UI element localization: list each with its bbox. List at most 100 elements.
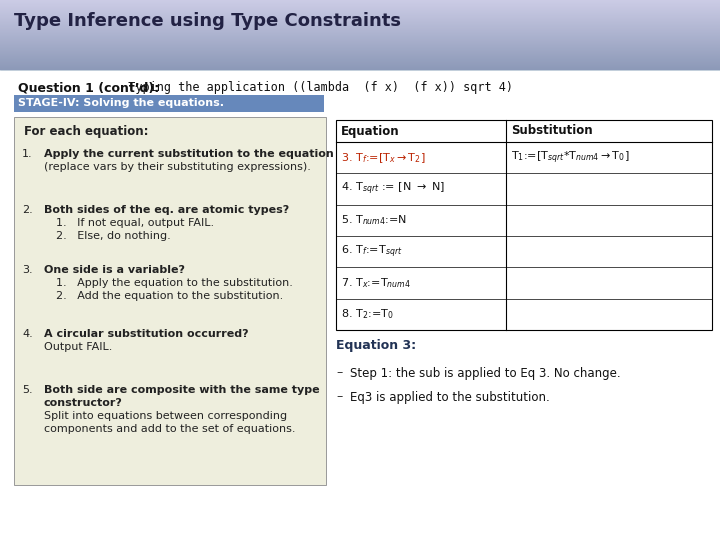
Bar bbox=[0, 56, 720, 57]
Bar bbox=[0, 68, 720, 69]
Bar bbox=[0, 47, 720, 48]
Text: (replace vars by their substituting expressions).: (replace vars by their substituting expr… bbox=[44, 162, 311, 172]
Text: 7. T$_x$:=T$_{num4}$: 7. T$_x$:=T$_{num4}$ bbox=[341, 276, 411, 290]
Text: Typing the application ((lambda  (f x)  (f x)) sqrt 4): Typing the application ((lambda (f x) (f… bbox=[114, 82, 513, 94]
Bar bbox=[0, 43, 720, 44]
Bar bbox=[0, 8, 720, 9]
Bar bbox=[0, 58, 720, 59]
Bar bbox=[0, 21, 720, 22]
Text: 8. T$_2$:=T$_0$: 8. T$_2$:=T$_0$ bbox=[341, 307, 394, 321]
Bar bbox=[0, 22, 720, 23]
Bar bbox=[0, 35, 720, 36]
Bar bbox=[0, 54, 720, 55]
Bar bbox=[0, 29, 720, 30]
Bar bbox=[0, 61, 720, 62]
Bar bbox=[0, 27, 720, 28]
Bar bbox=[0, 24, 720, 25]
Bar bbox=[0, 19, 720, 20]
Bar bbox=[0, 39, 720, 40]
Bar bbox=[0, 55, 720, 56]
Text: A circular substitution occurred?: A circular substitution occurred? bbox=[44, 329, 248, 339]
Bar bbox=[0, 15, 720, 16]
Bar bbox=[0, 4, 720, 5]
Text: 5.: 5. bbox=[22, 385, 32, 395]
Text: components and add to the set of equations.: components and add to the set of equatio… bbox=[44, 424, 295, 434]
Bar bbox=[0, 36, 720, 37]
Bar bbox=[0, 7, 720, 8]
Text: Apply the current substitution to the equation: Apply the current substitution to the eq… bbox=[44, 149, 334, 159]
Bar bbox=[0, 52, 720, 53]
Text: –: – bbox=[336, 367, 342, 380]
Text: constructor?: constructor? bbox=[44, 398, 123, 408]
Text: For each equation:: For each equation: bbox=[24, 125, 148, 138]
Text: 1.: 1. bbox=[22, 149, 32, 159]
Bar bbox=[0, 33, 720, 34]
Text: 1.   If not equal, output FAIL.: 1. If not equal, output FAIL. bbox=[56, 218, 214, 228]
Text: 4. T$_{sqrt}$ := [N $\rightarrow$ N]: 4. T$_{sqrt}$ := [N $\rightarrow$ N] bbox=[341, 181, 445, 197]
Text: Split into equations between corresponding: Split into equations between correspondi… bbox=[44, 411, 287, 421]
Text: 2.   Add the equation to the substitution.: 2. Add the equation to the substitution. bbox=[56, 291, 283, 301]
Text: Output FAIL.: Output FAIL. bbox=[44, 342, 112, 352]
Text: 1.   Apply the equation to the substitution.: 1. Apply the equation to the substitutio… bbox=[56, 278, 293, 288]
Bar bbox=[0, 70, 720, 540]
Text: 3.: 3. bbox=[22, 265, 32, 275]
Text: One side is a variable?: One side is a variable? bbox=[44, 265, 185, 275]
Bar bbox=[0, 23, 720, 24]
Bar bbox=[0, 50, 720, 51]
Bar bbox=[0, 9, 720, 10]
Bar bbox=[0, 26, 720, 27]
Text: 6. T$_f$:=T$_{sqrt}$: 6. T$_f$:=T$_{sqrt}$ bbox=[341, 244, 402, 260]
Bar bbox=[0, 34, 720, 35]
Bar bbox=[0, 20, 720, 21]
Text: Equation: Equation bbox=[341, 125, 400, 138]
Bar bbox=[0, 18, 720, 19]
Text: Type Inference using Type Constraints: Type Inference using Type Constraints bbox=[14, 12, 401, 30]
Text: STAGE-IV: Solving the equations.: STAGE-IV: Solving the equations. bbox=[18, 98, 224, 109]
Bar bbox=[0, 69, 720, 70]
Bar bbox=[0, 0, 720, 1]
Bar bbox=[0, 16, 720, 17]
Bar bbox=[0, 6, 720, 7]
Bar bbox=[0, 60, 720, 61]
Bar bbox=[0, 45, 720, 46]
Bar bbox=[0, 10, 720, 11]
Bar bbox=[0, 63, 720, 64]
Bar bbox=[0, 11, 720, 12]
Bar bbox=[0, 59, 720, 60]
Bar bbox=[0, 28, 720, 29]
Text: 5. T$_{num4}$:=N: 5. T$_{num4}$:=N bbox=[341, 213, 407, 227]
Bar bbox=[0, 25, 720, 26]
Text: 2.: 2. bbox=[22, 205, 32, 215]
Bar bbox=[0, 57, 720, 58]
Text: Question 1 (cont’d):: Question 1 (cont’d): bbox=[18, 82, 159, 94]
Bar bbox=[0, 66, 720, 67]
Bar bbox=[0, 48, 720, 49]
Bar bbox=[0, 13, 720, 14]
Text: 4.: 4. bbox=[22, 329, 32, 339]
Bar bbox=[0, 1, 720, 2]
Bar bbox=[0, 42, 720, 43]
Bar bbox=[14, 95, 324, 112]
Bar bbox=[0, 17, 720, 18]
Bar bbox=[0, 67, 720, 68]
Bar bbox=[0, 62, 720, 63]
Bar bbox=[0, 38, 720, 39]
Bar bbox=[0, 12, 720, 13]
Bar bbox=[0, 31, 720, 32]
Bar bbox=[336, 120, 712, 330]
Text: Both side are composite with the same type: Both side are composite with the same ty… bbox=[44, 385, 320, 395]
Bar bbox=[0, 2, 720, 3]
Bar bbox=[0, 3, 720, 4]
Text: 3. T$_f$:=[T$_x$$\rightarrow$T$_2$]: 3. T$_f$:=[T$_x$$\rightarrow$T$_2$] bbox=[341, 151, 426, 165]
Text: Both sides of the eq. are atomic types?: Both sides of the eq. are atomic types? bbox=[44, 205, 289, 215]
Text: –: – bbox=[336, 390, 342, 403]
Bar bbox=[0, 41, 720, 42]
Text: T$_1$:=[T$_{sqrt}$$*$T$_{num4}$$\rightarrow$T$_0$]: T$_1$:=[T$_{sqrt}$$*$T$_{num4}$$\rightar… bbox=[511, 150, 629, 166]
Text: Equation 3:: Equation 3: bbox=[336, 339, 416, 352]
Bar bbox=[0, 44, 720, 45]
Bar bbox=[0, 64, 720, 65]
Bar bbox=[0, 46, 720, 47]
Text: Step 1: the sub is applied to Eq 3. No change.: Step 1: the sub is applied to Eq 3. No c… bbox=[350, 367, 621, 380]
Text: Eq3 is applied to the substitution.: Eq3 is applied to the substitution. bbox=[350, 390, 550, 403]
Bar bbox=[0, 49, 720, 50]
